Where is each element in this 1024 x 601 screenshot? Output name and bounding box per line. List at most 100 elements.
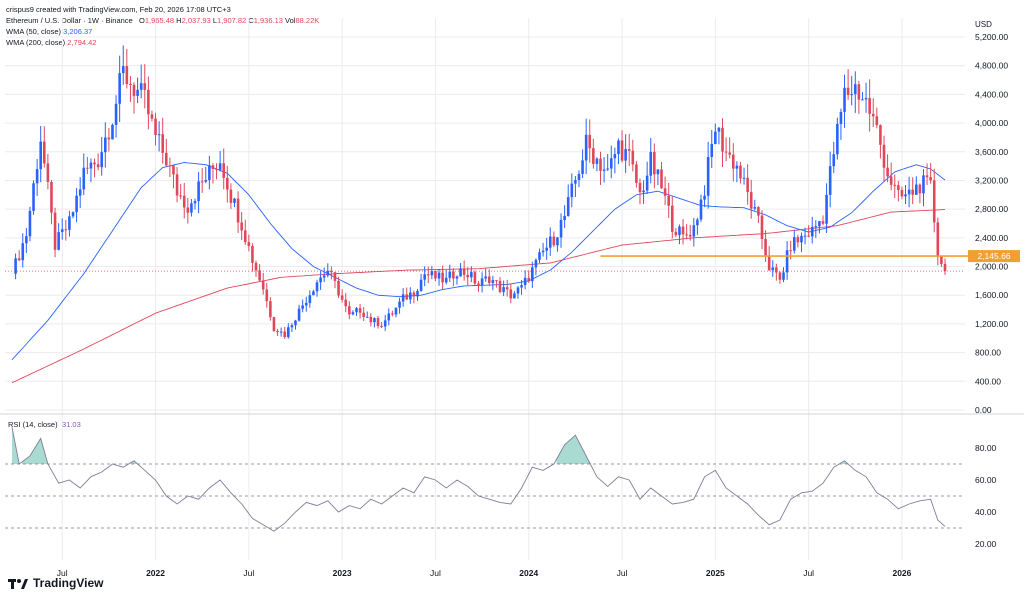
candle-body [556, 237, 559, 246]
candle-body [86, 167, 89, 169]
candle-body [828, 166, 832, 195]
candle-body [226, 177, 229, 190]
candle-body [261, 280, 265, 290]
candle-body [150, 114, 154, 119]
candle-body [147, 89, 150, 115]
candle-body [674, 231, 678, 236]
candle-body [491, 280, 495, 284]
candle-body [114, 103, 118, 125]
candle-body [656, 169, 660, 175]
candle-body [782, 272, 785, 280]
tradingview-logo[interactable]: TradingView [8, 576, 103, 590]
ohlc-close-label: C [248, 16, 254, 25]
candle-body [394, 307, 398, 315]
price-tick-label: 3,600.00 [975, 147, 1008, 157]
symbol-title[interactable]: Ethereum / U.S. Dollar · 1W · Binance [6, 16, 133, 25]
candle-body [383, 320, 387, 327]
candle-body [592, 148, 595, 164]
candle-body [574, 179, 577, 184]
ohlc-high: 2,037.93 [181, 16, 211, 25]
candle-body [760, 215, 764, 240]
candle-body [21, 243, 25, 261]
candle-body [89, 162, 93, 169]
candle-body [218, 163, 222, 170]
wma50-value: 3,206.37 [63, 27, 93, 36]
candle-body [269, 301, 272, 318]
candle-body [936, 222, 940, 257]
candle-body [889, 176, 893, 185]
candle-body [904, 194, 907, 197]
candle-body [523, 277, 527, 286]
candle-body [914, 184, 918, 195]
candle-body [502, 287, 505, 292]
candle-body [588, 134, 592, 149]
candle-body [132, 84, 136, 96]
symbol-ohlc-row: Ethereum / U.S. Dollar · 1W · Binance O1… [6, 15, 319, 26]
candle-body [71, 212, 75, 217]
candle-body [563, 215, 566, 220]
candle-body [204, 180, 208, 182]
candle-body [64, 229, 68, 231]
candle-body [509, 289, 513, 299]
candle-body [82, 167, 86, 190]
wma50-line [11, 162, 946, 361]
candle-body [649, 151, 653, 176]
candle-body [143, 83, 147, 90]
ohlc-open: 1,965.48 [144, 16, 175, 25]
candle-body [391, 313, 394, 315]
candle-body [315, 282, 319, 292]
candle-body [57, 232, 60, 250]
candle-body [685, 234, 688, 236]
candle-body [487, 276, 491, 284]
author-credit: crispus9 created with TradingView.com, F… [6, 5, 231, 14]
time-tick-label: Jul [803, 568, 814, 578]
candle-body [437, 272, 441, 279]
candle-body [932, 180, 936, 223]
wma50-legend[interactable]: WMA (50, close) 3,206.37 [6, 26, 319, 37]
candle-body [154, 118, 157, 136]
candle-body [308, 295, 312, 303]
candle-body [853, 84, 857, 95]
candle-body [373, 318, 376, 323]
candle-body [236, 198, 240, 223]
candle-body [304, 302, 308, 306]
candle-body [498, 280, 502, 292]
candle-body [764, 239, 767, 256]
candle-body [548, 236, 552, 248]
candle-body [757, 207, 760, 216]
candle-body [749, 192, 753, 209]
candle-body [875, 116, 879, 126]
support-price-badge [968, 250, 1020, 263]
price-tick-label: 4,400.00 [975, 89, 1008, 99]
candle-body [746, 177, 749, 193]
candle-body [918, 184, 922, 194]
candle-body [767, 255, 771, 271]
candle-body [541, 250, 545, 253]
candle-body [466, 274, 470, 278]
candle-body [452, 271, 455, 279]
candle-body [423, 274, 426, 280]
candle-body [886, 167, 889, 177]
candle-body [882, 144, 886, 168]
candle-body [825, 194, 828, 224]
candle-body [222, 163, 226, 178]
time-axis[interactable]: Jul 2022 Jul 2023 Jul 2024 Jul 2025 Jul 2026 [57, 568, 912, 578]
candle-body [326, 270, 330, 276]
candle-body [692, 225, 696, 237]
candle-body [843, 87, 846, 112]
price-axis[interactable]: USD 5,200.00 4,800.00 4,400.00 4,000.00 3,60… [975, 20, 1008, 415]
candle-body [362, 312, 365, 318]
wma200-legend[interactable]: WMA (200, close) 2,794.42 [6, 37, 319, 48]
candle-body [401, 294, 405, 302]
candle-body [868, 98, 871, 114]
candle-body [14, 258, 17, 274]
candle-body [107, 137, 111, 140]
candle-body [516, 287, 520, 294]
candle-body [337, 280, 340, 296]
candle-body [247, 242, 251, 246]
candle-body [929, 177, 932, 181]
candle-body [617, 140, 620, 155]
candle-body [190, 203, 193, 213]
candle-body [681, 226, 685, 235]
